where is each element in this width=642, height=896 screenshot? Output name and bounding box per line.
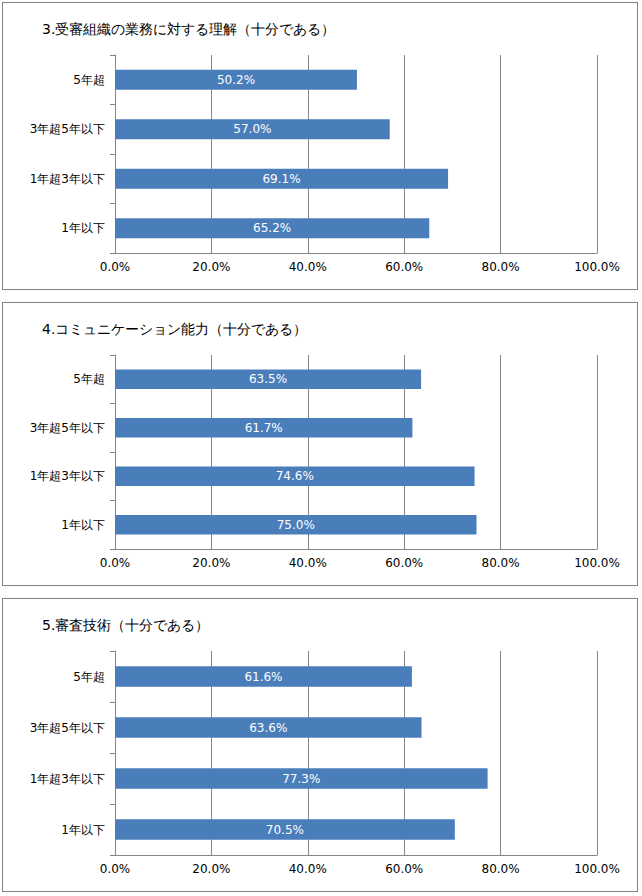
svg-text:1年超3年以下: 1年超3年以下 — [30, 772, 105, 786]
svg-text:61.7%: 61.7% — [245, 421, 283, 435]
svg-text:0.0%: 0.0% — [100, 556, 131, 570]
svg-text:65.2%: 65.2% — [253, 221, 291, 235]
svg-text:5年超: 5年超 — [73, 670, 105, 684]
svg-text:100.0%: 100.0% — [574, 862, 620, 876]
svg-text:80.0%: 80.0% — [482, 556, 520, 570]
svg-text:1年以下: 1年以下 — [61, 518, 105, 532]
svg-text:1年超3年以下: 1年超3年以下 — [30, 172, 105, 186]
svg-text:20.0%: 20.0% — [192, 862, 230, 876]
svg-text:80.0%: 80.0% — [482, 260, 520, 274]
svg-text:0.0%: 0.0% — [100, 862, 131, 876]
svg-text:80.0%: 80.0% — [482, 862, 520, 876]
svg-text:40.0%: 40.0% — [289, 862, 327, 876]
svg-text:0.0%: 0.0% — [100, 260, 131, 274]
svg-text:60.0%: 60.0% — [385, 260, 423, 274]
svg-text:1年以下: 1年以下 — [61, 823, 105, 837]
svg-text:50.2%: 50.2% — [217, 73, 255, 87]
svg-text:20.0%: 20.0% — [192, 260, 230, 274]
svg-text:57.0%: 57.0% — [233, 122, 271, 136]
svg-text:40.0%: 40.0% — [289, 556, 327, 570]
svg-text:63.6%: 63.6% — [249, 721, 287, 735]
svg-text:100.0%: 100.0% — [574, 556, 620, 570]
svg-text:63.5%: 63.5% — [249, 372, 287, 386]
svg-text:75.0%: 75.0% — [277, 518, 315, 532]
svg-text:3年超5年以下: 3年超5年以下 — [30, 421, 105, 435]
svg-text:3年超5年以下: 3年超5年以下 — [30, 122, 105, 136]
svg-text:1年超3年以下: 1年超3年以下 — [30, 469, 105, 483]
svg-text:69.1%: 69.1% — [262, 172, 300, 186]
svg-text:20.0%: 20.0% — [192, 556, 230, 570]
svg-text:60.0%: 60.0% — [385, 862, 423, 876]
svg-text:100.0%: 100.0% — [574, 260, 620, 274]
svg-text:60.0%: 60.0% — [385, 556, 423, 570]
svg-text:74.6%: 74.6% — [276, 469, 314, 483]
svg-text:1年以下: 1年以下 — [61, 221, 105, 235]
svg-text:5年超: 5年超 — [73, 73, 105, 87]
svg-text:61.6%: 61.6% — [244, 670, 282, 684]
svg-text:5.審査技術（十分である）: 5.審査技術（十分である） — [42, 617, 209, 633]
svg-text:4.コミュニケーション能力（十分である）: 4.コミュニケーション能力（十分である） — [42, 321, 307, 337]
svg-text:3.受審組織の業務に対する理解（十分である）: 3.受審組織の業務に対する理解（十分である） — [42, 21, 335, 37]
svg-text:70.5%: 70.5% — [266, 823, 304, 837]
svg-text:77.3%: 77.3% — [282, 772, 320, 786]
svg-text:3年超5年以下: 3年超5年以下 — [30, 721, 105, 735]
svg-text:5年超: 5年超 — [73, 372, 105, 386]
svg-text:40.0%: 40.0% — [289, 260, 327, 274]
